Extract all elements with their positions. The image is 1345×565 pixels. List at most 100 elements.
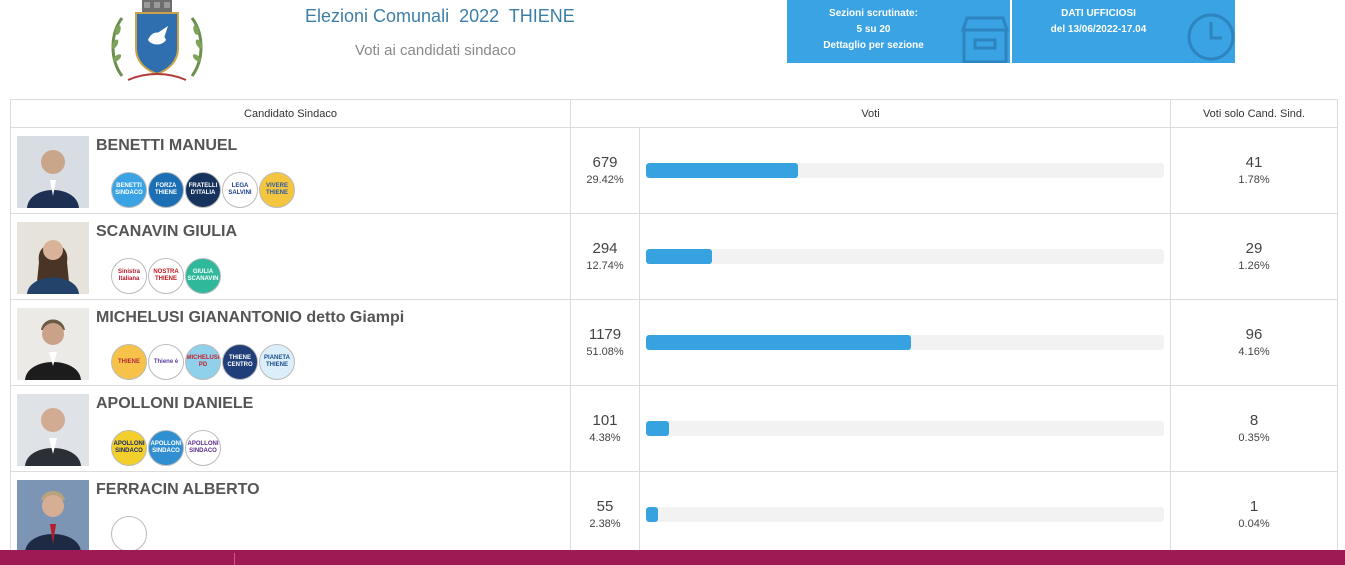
party-logos: APOLLONI SINDACO APOLLONI SINDACO APOLLONI…: [111, 430, 221, 466]
party-logos: BENETTI SINDACO FORZA THIENE FRATELLI D'IT…: [111, 172, 295, 208]
vote-bar-fill: [646, 335, 911, 350]
bar-cell: [638, 471, 1172, 558]
header-voti-solo: Voti solo Cand. Sind.: [1170, 99, 1339, 128]
party-logos: THIENE Thiene è MICHELUSI PD THIENE CENTRO P…: [111, 344, 295, 380]
party-logos: [111, 516, 147, 552]
party-logo-icon: LEGA SALVINI: [222, 172, 258, 208]
party-logo-icon: APOLLONI SINDACO: [111, 430, 147, 466]
solo-votes-cell: 1 0.04%: [1170, 471, 1339, 558]
table-row: APOLLONI DANIELE APOLLONI SINDACO APOLLON…: [10, 385, 1339, 472]
dati-timestamp: del 13/06/2022-17.04: [1050, 24, 1147, 35]
dettaglio-link[interactable]: Dettaglio per sezione: [823, 40, 924, 51]
candidate-cell: MICHELUSI GIANANTONIO detto Giampi THIEN…: [10, 299, 571, 386]
vote-bar-fill: [646, 249, 712, 264]
vote-bar-track: [646, 163, 1164, 178]
results-table: Candidato Sindaco Voti Voti solo Cand. S…: [10, 99, 1339, 558]
party-logo-icon: NOSTRA THIENE: [148, 258, 184, 294]
votes-cell: 1179 51.08%: [570, 299, 640, 386]
candidate-cell: SCANAVIN GIULIA Sinistra Italiana NOSTRA …: [10, 213, 571, 300]
candidate-photo: [17, 394, 89, 466]
party-logos: Sinistra Italiana NOSTRA THIENE GIULIA SCA…: [111, 258, 221, 294]
bar-cell: [638, 127, 1172, 214]
candidate-cell: APOLLONI DANIELE APOLLONI SINDACO APOLLON…: [10, 385, 571, 472]
party-logo-icon: PIANETA THIENE: [259, 344, 295, 380]
party-logo-icon: FRATELLI D'ITALIA: [185, 172, 221, 208]
vote-bar-track: [646, 335, 1164, 350]
party-logo-icon: APOLLONI SINDACO: [148, 430, 184, 466]
votes-count: 101: [592, 412, 618, 429]
vote-bar-track: [646, 421, 1164, 436]
bar-cell: [638, 299, 1172, 386]
solo-votes-count: 41: [1245, 154, 1263, 171]
votes-percentage: 12.74%: [586, 260, 624, 272]
header-voti: Voti: [569, 99, 1172, 128]
solo-votes-percentage: 4.16%: [1238, 346, 1270, 358]
header-candidato: Candidato Sindaco: [10, 99, 571, 128]
votes-percentage: 29.42%: [586, 174, 624, 186]
candidate-name: SCANAVIN GIULIA: [96, 223, 238, 240]
page-title: Elezioni Comunali 2022 THIENE: [305, 6, 575, 26]
party-logo-icon: APOLLONI SINDACO: [185, 430, 221, 466]
candidate-name: BENETTI MANUEL: [96, 137, 238, 154]
solo-votes-cell: 29 1.26%: [1170, 213, 1339, 300]
solo-votes-percentage: 1.78%: [1238, 174, 1270, 186]
vote-bar-track: [646, 507, 1164, 522]
votes-count: 55: [596, 498, 614, 515]
party-logo-icon: VIVERE THIENE: [259, 172, 295, 208]
party-logo-icon: THIENE: [111, 344, 147, 380]
votes-percentage: 51.08%: [586, 346, 624, 358]
table-row: SCANAVIN GIULIA Sinistra Italiana NOSTRA …: [10, 213, 1339, 300]
candidate-photo: [17, 136, 89, 208]
dati-label: DATI UFFICIOSI: [1061, 8, 1136, 19]
sezioni-label: Sezioni scrutinate:: [829, 8, 918, 19]
clock-icon: [1187, 13, 1235, 61]
footer-separator: [234, 553, 235, 565]
party-logo-icon: MICHELUSI PD: [185, 344, 221, 380]
candidate-name: FERRACIN ALBERTO: [96, 481, 260, 498]
candidate-photo: [17, 308, 89, 380]
candidate-cell: FERRACIN ALBERTO: [10, 471, 571, 558]
thiene-crest-icon: [111, 0, 203, 81]
table-row: BENETTI MANUEL BENETTI SINDACO FORZA THIE…: [10, 127, 1339, 214]
votes-cell: 55 2.38%: [570, 471, 640, 558]
party-logo-icon: Sinistra Italiana: [111, 258, 147, 294]
sezioni-count: 5 su 20: [856, 24, 891, 35]
votes-percentage: 2.38%: [589, 518, 621, 530]
footer-bar: [0, 550, 1345, 565]
solo-votes-percentage: 1.26%: [1238, 260, 1270, 272]
vote-bar-fill: [646, 421, 669, 436]
table-header-row: Candidato Sindaco Voti Voti solo Cand. S…: [10, 99, 1339, 128]
solo-votes-count: 8: [1249, 412, 1259, 429]
page-subtitle: Voti ai candidati sindaco: [355, 42, 516, 59]
vote-bar-fill: [646, 163, 799, 178]
dati-ufficiosi-box: DATI UFFICIOSI del 13/06/2022-17.04: [1012, 0, 1235, 63]
bar-cell: [638, 385, 1172, 472]
vote-bar-track: [646, 249, 1164, 264]
candidate-cell: BENETTI MANUEL BENETTI SINDACO FORZA THIE…: [10, 127, 571, 214]
votes-cell: 101 4.38%: [570, 385, 640, 472]
candidate-name: MICHELUSI GIANANTONIO detto Giampi: [96, 309, 405, 326]
votes-count: 679: [592, 154, 618, 171]
candidate-photo: [17, 480, 89, 552]
candidate-photo: [17, 222, 89, 294]
party-logo-icon: FORZA THIENE: [148, 172, 184, 208]
solo-votes-count: 96: [1245, 326, 1263, 343]
solo-votes-cell: 41 1.78%: [1170, 127, 1339, 214]
sezioni-scrutinate-button[interactable]: Sezioni scrutinate: 5 su 20 Dettaglio pe…: [787, 0, 1010, 63]
candidate-name: APOLLONI DANIELE: [96, 395, 254, 412]
votes-cell: 679 29.42%: [570, 127, 640, 214]
table-row: FERRACIN ALBERTO 55 2.38% 1 0.04%: [10, 471, 1339, 558]
party-logo-icon: GIULIA SCANAVIN: [185, 258, 221, 294]
votes-count: 1179: [588, 326, 622, 343]
solo-votes-percentage: 0.35%: [1238, 432, 1270, 444]
bar-cell: [638, 213, 1172, 300]
party-logo-icon: Thiene è: [148, 344, 184, 380]
solo-votes-cell: 8 0.35%: [1170, 385, 1339, 472]
party-logo-icon: BENETTI SINDACO: [111, 172, 147, 208]
votes-count: 294: [592, 240, 618, 257]
solo-votes-count: 1: [1249, 498, 1259, 515]
votes-percentage: 4.38%: [589, 432, 621, 444]
party-logo-icon: THIENE CENTRO: [222, 344, 258, 380]
table-row: MICHELUSI GIANANTONIO detto Giampi THIEN…: [10, 299, 1339, 386]
